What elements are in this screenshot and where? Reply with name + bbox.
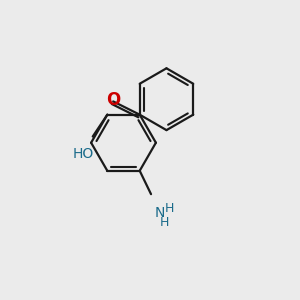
Text: HO: HO <box>73 147 94 161</box>
Text: N: N <box>155 206 166 220</box>
Text: O: O <box>106 91 120 109</box>
Text: H: H <box>160 216 169 229</box>
Text: H: H <box>165 202 174 214</box>
